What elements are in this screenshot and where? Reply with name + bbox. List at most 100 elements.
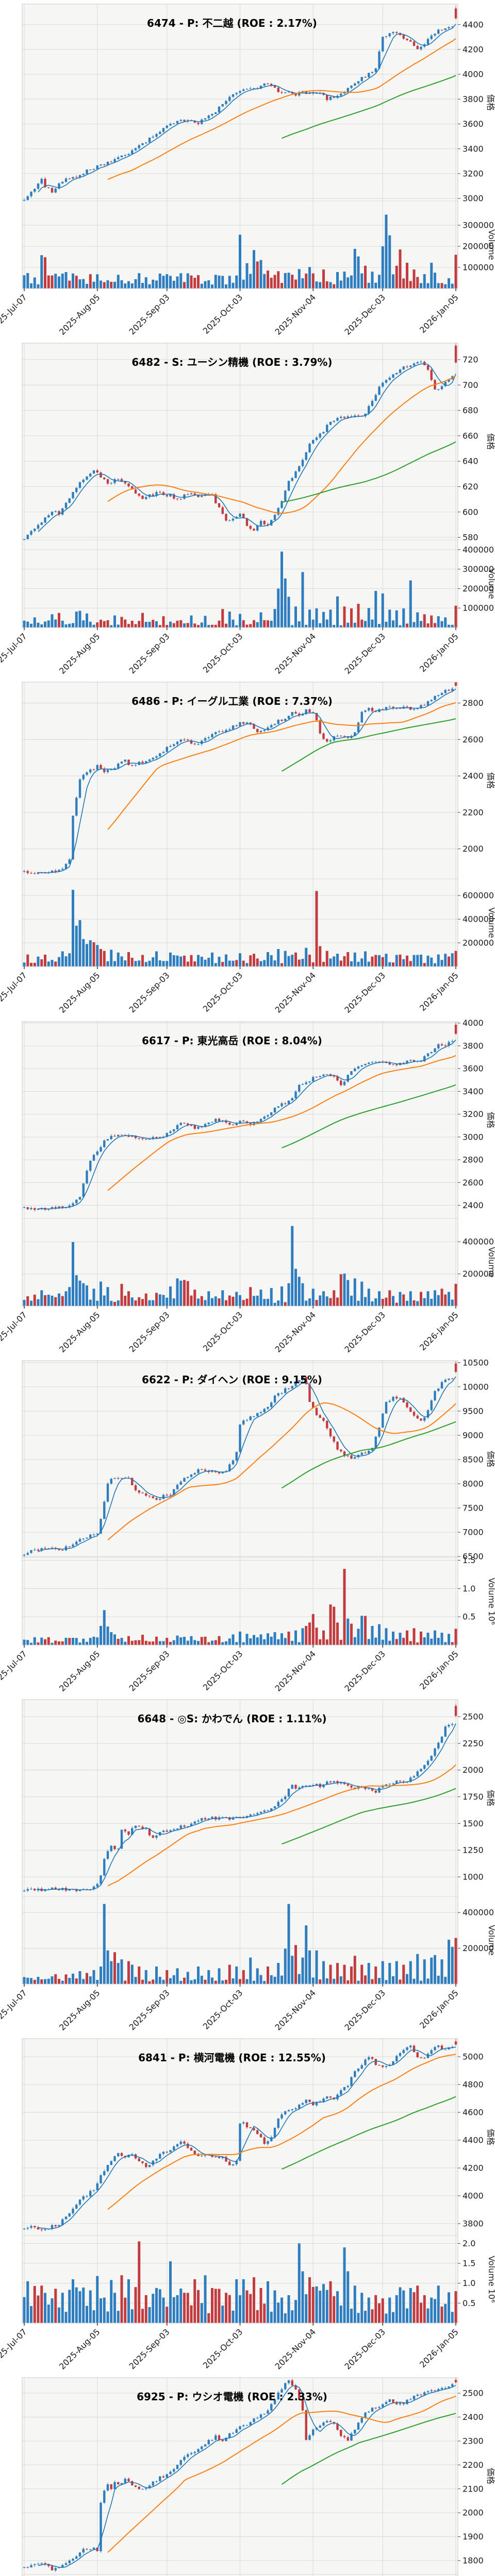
ma-short-line xyxy=(38,2046,456,2230)
svg-text:200000: 200000 xyxy=(463,584,494,594)
date-tick-label: 2025-Oct-03 xyxy=(201,292,245,336)
moving-averages-group xyxy=(38,1723,456,1891)
date-tick-label: 2025-Sep-03 xyxy=(127,292,172,336)
gridlines xyxy=(22,2378,458,2576)
svg-text:1.0: 1.0 xyxy=(463,2278,475,2288)
svg-text:1.0: 1.0 xyxy=(463,1584,475,1594)
candlestick-volume-chart: 1000 1250 1500 1750 2000 2250 2500 200000 400000… xyxy=(0,1699,495,2032)
stock-chart-unit-6: 1000 1250 1500 1750 2000 2250 2500 200000 400000… xyxy=(0,1695,495,2035)
svg-text:2000: 2000 xyxy=(463,844,484,854)
svg-text:4000: 4000 xyxy=(463,70,484,79)
svg-text:4200: 4200 xyxy=(463,2163,484,2173)
svg-text:400000: 400000 xyxy=(463,1908,494,1918)
candlestick-volume-chart: 3800 4000 4200 4400 4600 4800 5000 0.5 1.0 1.5 2.0… xyxy=(0,2038,495,2372)
svg-text:4800: 4800 xyxy=(463,2080,484,2090)
ma-short-line xyxy=(38,688,456,874)
date-tick-label: 2025-Dec-03 xyxy=(342,632,387,676)
chart-title: 6841 - P: 横河電機 (ROE : 12.55%) xyxy=(138,2052,326,2064)
price-axis-label: 価格 xyxy=(486,94,495,111)
price-axis-ticks: 580 600 620 640 660 680 700 720 xyxy=(457,355,478,543)
svg-text:7000: 7000 xyxy=(463,1527,484,1537)
svg-text:1.5: 1.5 xyxy=(463,2259,475,2268)
svg-text:1250: 1250 xyxy=(463,1845,484,1855)
price-axis-ticks: 3800 4000 4200 4400 4600 4800 5000 xyxy=(457,2052,484,2229)
ma-long-line xyxy=(281,2413,456,2485)
ma-short-line xyxy=(38,363,456,532)
date-tick-label: 2025-Dec-03 xyxy=(342,292,387,337)
volume-bars-group xyxy=(23,890,457,967)
candles-group xyxy=(23,6,457,201)
svg-text:4000: 4000 xyxy=(463,1018,484,1028)
volume-axis-label: Volume xyxy=(487,908,495,938)
svg-text:1500: 1500 xyxy=(463,1819,484,1828)
ma-short-line xyxy=(38,2385,456,2568)
svg-text:2800: 2800 xyxy=(463,1155,484,1164)
svg-text:2300: 2300 xyxy=(463,2436,484,2446)
date-tick-label: 2025-Nov-04 xyxy=(273,2327,318,2371)
candlestick-volume-chart: 2400 2600 2800 3000 3200 3400 3600 3800 4000 2000… xyxy=(0,1018,495,1354)
ma-mid-line xyxy=(107,38,456,180)
gridlines xyxy=(22,2039,458,2324)
ma-mid-line xyxy=(107,2054,456,2210)
date-tick-label: 2025-Dec-03 xyxy=(342,1988,387,2032)
svg-text:3200: 3200 xyxy=(463,1109,484,1119)
svg-text:2500: 2500 xyxy=(463,1711,484,1721)
svg-text:200000: 200000 xyxy=(463,1943,494,1953)
ma-short-line xyxy=(38,1376,456,1552)
price-axis-label: 価格 xyxy=(486,433,495,450)
chart-title: 6925 - P: ウシオ電機 (ROE : 2.33%) xyxy=(137,2391,327,2403)
volume-bars-group xyxy=(23,1904,457,1984)
date-tick-label: 2025-Dec-03 xyxy=(342,1649,387,1693)
svg-text:3800: 3800 xyxy=(463,2219,484,2229)
ma-long-line xyxy=(282,1084,456,1148)
stock-chart-unit-4: 2400 2600 2800 3000 3200 3400 3600 3800 4000 2000… xyxy=(0,1017,495,1357)
svg-text:1800: 1800 xyxy=(463,2556,484,2566)
date-tick-label: 2025-Dec-03 xyxy=(342,2327,387,2372)
date-tick-label: 2025-Jul-07 xyxy=(0,292,29,333)
volume-axis-label: Volume 10⁶ xyxy=(487,2256,495,2302)
ma-mid-line xyxy=(107,1764,456,1887)
date-tick-label: 2025-Sep-03 xyxy=(127,2327,172,2371)
volume-bars-group xyxy=(23,2241,457,2324)
volume-axis-label: Volume 10⁶ xyxy=(487,1578,495,1624)
candlestick-volume-chart: 180019002000210022002300240025000.51.020… xyxy=(22,2377,495,2576)
date-tick-label: 2026-Jan-05 xyxy=(418,1988,460,2030)
volume-axis-label: Volume xyxy=(487,229,495,260)
plot-border xyxy=(22,1360,458,1646)
price-axis-ticks: 6500 7000 7500 8000 8500 9000 9500 10000 10500 xyxy=(457,1358,489,1561)
volume-axis-label: Volume xyxy=(487,1247,495,1277)
date-tick-label: 2025-Oct-03 xyxy=(201,1310,245,1353)
volume-axis-ticks: 200000 400000 xyxy=(457,1908,494,1953)
stock-chart-unit-7: 3800 4000 4200 4400 4600 4800 5000 0.5 1.0 1.5 2.0… xyxy=(0,2035,495,2374)
ma-long-line xyxy=(281,1421,456,1488)
date-tick-label: 2025-Nov-04 xyxy=(273,1988,318,2032)
ma-mid-line xyxy=(107,375,456,514)
price-axis-label: 価格 xyxy=(486,1451,495,1467)
svg-text:660: 660 xyxy=(463,431,478,441)
moving-averages-group xyxy=(38,1039,456,1209)
date-axis-ticks: 2025-Jul-07 2025-Aug-05 2025-Sep-03 2025-Oc… xyxy=(0,1306,460,1354)
volume-bars-group xyxy=(23,551,457,628)
ma-mid-line xyxy=(107,702,456,831)
plot-border xyxy=(22,1021,458,1307)
date-tick-label: 2025-Nov-04 xyxy=(273,632,318,676)
svg-text:400000: 400000 xyxy=(463,1236,494,1246)
date-tick-label: 2025-Dec-03 xyxy=(342,1310,387,1354)
date-tick-label: 2025-Jul-07 xyxy=(0,632,29,672)
svg-text:0.5: 0.5 xyxy=(463,2298,475,2308)
date-axis-ticks: 2025-Jul-07 2025-Aug-05 2025-Sep-03 2025-Oc… xyxy=(0,1984,460,2032)
svg-text:620: 620 xyxy=(463,482,478,492)
moving-averages-group xyxy=(38,2046,456,2230)
stock-chart-unit-5: 6500 7000 7500 8000 8500 9000 9500 10000 10500 0.… xyxy=(0,1356,495,1696)
moving-averages-group xyxy=(38,363,456,532)
date-tick-label: 2025-Aug-05 xyxy=(57,1649,102,1693)
candles-group xyxy=(23,1022,457,1211)
date-tick-label: 2025-Nov-04 xyxy=(273,1649,318,1693)
volume-bars-group xyxy=(23,1226,457,1306)
date-tick-label: 2026-Jan-05 xyxy=(418,1649,460,1691)
ma-long-line xyxy=(282,75,456,139)
moving-averages-group xyxy=(38,688,456,874)
svg-text:1000: 1000 xyxy=(463,1872,484,1882)
date-tick-label: 2025-Oct-03 xyxy=(201,1649,245,1692)
